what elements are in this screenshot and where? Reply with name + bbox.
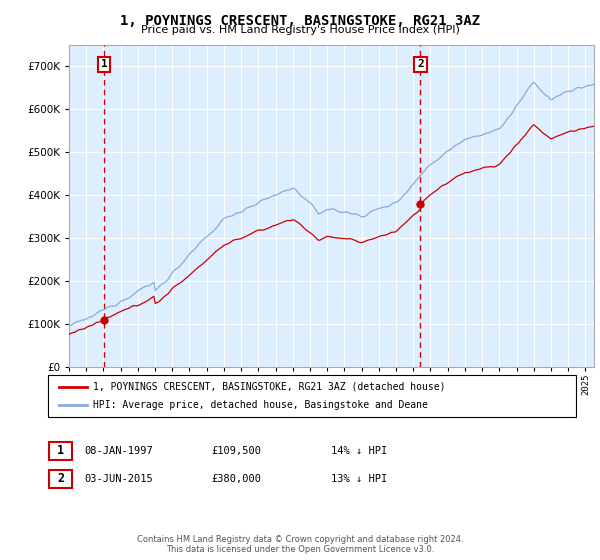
Text: £380,000: £380,000 bbox=[211, 474, 261, 484]
Text: 14% ↓ HPI: 14% ↓ HPI bbox=[331, 446, 388, 456]
Text: 2: 2 bbox=[417, 59, 424, 69]
Text: Price paid vs. HM Land Registry's House Price Index (HPI): Price paid vs. HM Land Registry's House … bbox=[140, 25, 460, 35]
Text: 1, POYNINGS CRESCENT, BASINGSTOKE, RG21 3AZ (detached house): 1, POYNINGS CRESCENT, BASINGSTOKE, RG21 … bbox=[93, 382, 445, 392]
Text: Contains HM Land Registry data © Crown copyright and database right 2024.
This d: Contains HM Land Registry data © Crown c… bbox=[137, 535, 463, 554]
Text: 1: 1 bbox=[101, 59, 107, 69]
Text: 1: 1 bbox=[57, 444, 64, 458]
Text: HPI: Average price, detached house, Basingstoke and Deane: HPI: Average price, detached house, Basi… bbox=[93, 400, 428, 410]
Text: 2: 2 bbox=[57, 472, 64, 486]
Text: £109,500: £109,500 bbox=[211, 446, 261, 456]
Text: 1, POYNINGS CRESCENT, BASINGSTOKE, RG21 3AZ: 1, POYNINGS CRESCENT, BASINGSTOKE, RG21 … bbox=[120, 14, 480, 28]
Text: 08-JAN-1997: 08-JAN-1997 bbox=[84, 446, 153, 456]
Text: 13% ↓ HPI: 13% ↓ HPI bbox=[331, 474, 388, 484]
Text: 03-JUN-2015: 03-JUN-2015 bbox=[84, 474, 153, 484]
